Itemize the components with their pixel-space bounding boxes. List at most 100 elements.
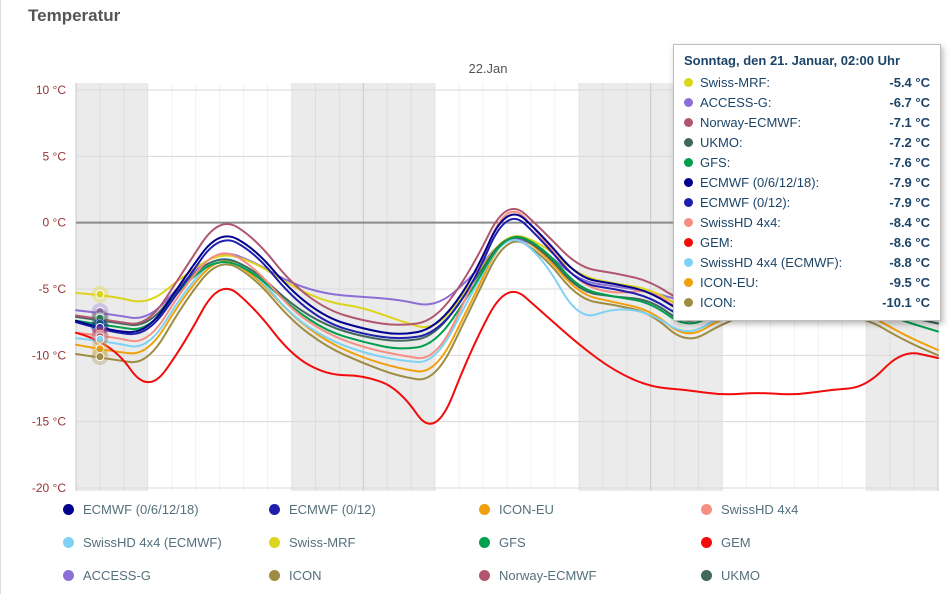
series-color-dot <box>684 297 693 307</box>
legend-color-dot <box>269 536 280 548</box>
tooltip-model-name: GEM: <box>700 234 734 250</box>
tooltip-row: GEM: -8.6 °C <box>684 232 930 252</box>
page-title: Temperatur <box>28 6 121 25</box>
tooltip-model-value: -6.7 °C <box>889 94 930 110</box>
night-band <box>76 83 148 491</box>
legend-label: Swiss-MRF <box>289 534 356 550</box>
tooltip-model-name: ECMWF (0/6/12/18): <box>700 174 820 190</box>
tooltip-row: ACCESS-G: -6.7 °C <box>684 92 930 112</box>
tooltip-model-name: UKMO: <box>700 134 743 150</box>
tooltip-model-value: -7.6 °C <box>889 154 930 170</box>
series-color-dot <box>684 177 693 187</box>
x-axis-day-label: 22.Jan <box>468 61 508 76</box>
legend-label: SwissHD 4x4 (ECMWF) <box>83 534 222 550</box>
series-color-dot <box>684 117 693 127</box>
legend-color-dot <box>701 536 712 548</box>
legend-item[interactable]: ECMWF (0/6/12/18) <box>63 498 269 520</box>
y-axis-tick-label: -10 °C <box>32 348 66 362</box>
legend-label: SwissHD 4x4 <box>721 501 799 517</box>
legend-item[interactable]: SwissHD 4x4 (ECMWF) <box>63 531 269 553</box>
legend-item[interactable]: Swiss-MRF <box>269 531 479 553</box>
series-color-dot <box>684 217 693 227</box>
series-color-dot <box>684 237 693 247</box>
hover-marker <box>95 334 105 344</box>
legend-item[interactable]: Norway-ECMWF <box>479 564 701 586</box>
tooltip-model-value: -8.6 °C <box>889 234 930 250</box>
y-axis-tick-label: 5 °C <box>43 149 67 163</box>
series-color-dot <box>684 157 693 167</box>
tooltip-row: Swiss-MRF: -5.4 °C <box>684 72 930 92</box>
legend-color-dot <box>479 536 490 548</box>
tooltip-model-name: ACCESS-G: <box>700 94 772 110</box>
legend-color-dot <box>479 503 490 515</box>
legend-color-dot <box>701 569 712 581</box>
tooltip-model-value: -8.8 °C <box>889 254 930 270</box>
series-color-dot <box>684 77 693 87</box>
tooltip-model-value: -7.9 °C <box>889 174 930 190</box>
legend-label: UKMO <box>721 567 760 583</box>
tooltip-model-name: ECMWF (0/12): <box>700 194 791 210</box>
y-axis-tick-label: -15 °C <box>32 415 66 429</box>
series-color-dot <box>684 277 693 287</box>
legend-item[interactable]: ACCESS-G <box>63 564 269 586</box>
y-axis-tick-label: -5 °C <box>39 282 67 296</box>
legend-item[interactable]: UKMO <box>701 564 936 586</box>
tooltip-model-value: -7.2 °C <box>889 134 930 150</box>
hover-marker <box>95 289 105 299</box>
series-line <box>75 288 939 425</box>
legend-label: ACCESS-G <box>83 567 151 583</box>
legend-item[interactable]: ICON-EU <box>479 498 701 520</box>
tooltip-model-name: Swiss-MRF: <box>700 74 771 90</box>
legend-item[interactable]: SwissHD 4x4 <box>701 498 936 520</box>
series-color-dot <box>684 197 693 207</box>
tooltip-model-name: SwissHD 4x4 (ECMWF): <box>700 254 843 270</box>
y-axis-tick-label: 0 °C <box>43 216 67 230</box>
tooltip-rows: Swiss-MRF: -5.4 °C ACCESS-G: -6.7 °C Norway-… <box>684 72 930 312</box>
tooltip-model-value: -8.4 °C <box>889 214 930 230</box>
tooltip-model-name: Norway-ECMWF: <box>700 114 802 130</box>
tooltip-title: Sonntag, den 21. Januar, 02:00 Uhr <box>684 53 901 68</box>
tooltip-model-name: GFS: <box>700 154 731 170</box>
legend-label: GEM <box>721 534 751 550</box>
tooltip-row: ICON-EU: -9.5 °C <box>684 272 930 292</box>
tooltip-model-value: -10.1 °C <box>882 294 930 310</box>
tooltip-row: ICON: -10.1 °C <box>684 292 930 312</box>
tooltip-model-value: -5.4 °C <box>889 74 930 90</box>
legend-label: ECMWF (0/12) <box>289 501 376 517</box>
legend-label: ICON-EU <box>499 501 554 517</box>
legend-color-dot <box>269 503 280 515</box>
hover-marker <box>95 352 105 362</box>
tooltip-model-value: -7.9 °C <box>889 194 930 210</box>
legend-label: Norway-ECMWF <box>499 567 597 583</box>
tooltip-row: Norway-ECMWF: -7.1 °C <box>684 112 930 132</box>
legend-color-dot <box>63 503 74 515</box>
legend-label: ICON <box>289 567 322 583</box>
legend-color-dot <box>63 569 74 581</box>
legend-color-dot <box>63 536 74 548</box>
tooltip-model-name: ICON-EU: <box>700 274 759 290</box>
legend-item[interactable]: ECMWF (0/12) <box>269 498 479 520</box>
series-color-dot <box>684 137 693 147</box>
tooltip-row: UKMO: -7.2 °C <box>684 132 930 152</box>
legend-label: ECMWF (0/6/12/18) <box>83 501 199 517</box>
legend-label: GFS <box>499 534 526 550</box>
legend-item[interactable]: GFS <box>479 531 701 553</box>
series-color-dot <box>684 97 693 107</box>
tooltip-row: SwissHD 4x4: -8.4 °C <box>684 212 930 232</box>
y-axis-tick-label: -20 °C <box>32 481 66 495</box>
legend-item[interactable]: GEM <box>701 531 936 553</box>
legend-item[interactable]: ICON <box>269 564 479 586</box>
tooltip-model-value: -7.1 °C <box>889 114 930 130</box>
series-color-dot <box>684 257 693 267</box>
legend-color-dot <box>701 503 712 515</box>
tooltip-row: GFS: -7.6 °C <box>684 152 930 172</box>
legend-color-dot <box>479 569 490 581</box>
tooltip-model-value: -9.5 °C <box>889 274 930 290</box>
hover-tooltip: Sonntag, den 21. Januar, 02:00 Uhr Swiss… <box>673 44 941 321</box>
legend-color-dot <box>269 569 280 581</box>
tooltip-model-name: ICON: <box>700 294 737 310</box>
tooltip-row: ECMWF (0/6/12/18): -7.9 °C <box>684 172 930 192</box>
tooltip-row: SwissHD 4x4 (ECMWF): -8.8 °C <box>684 252 930 272</box>
tooltip-model-name: SwissHD 4x4: <box>700 214 781 230</box>
